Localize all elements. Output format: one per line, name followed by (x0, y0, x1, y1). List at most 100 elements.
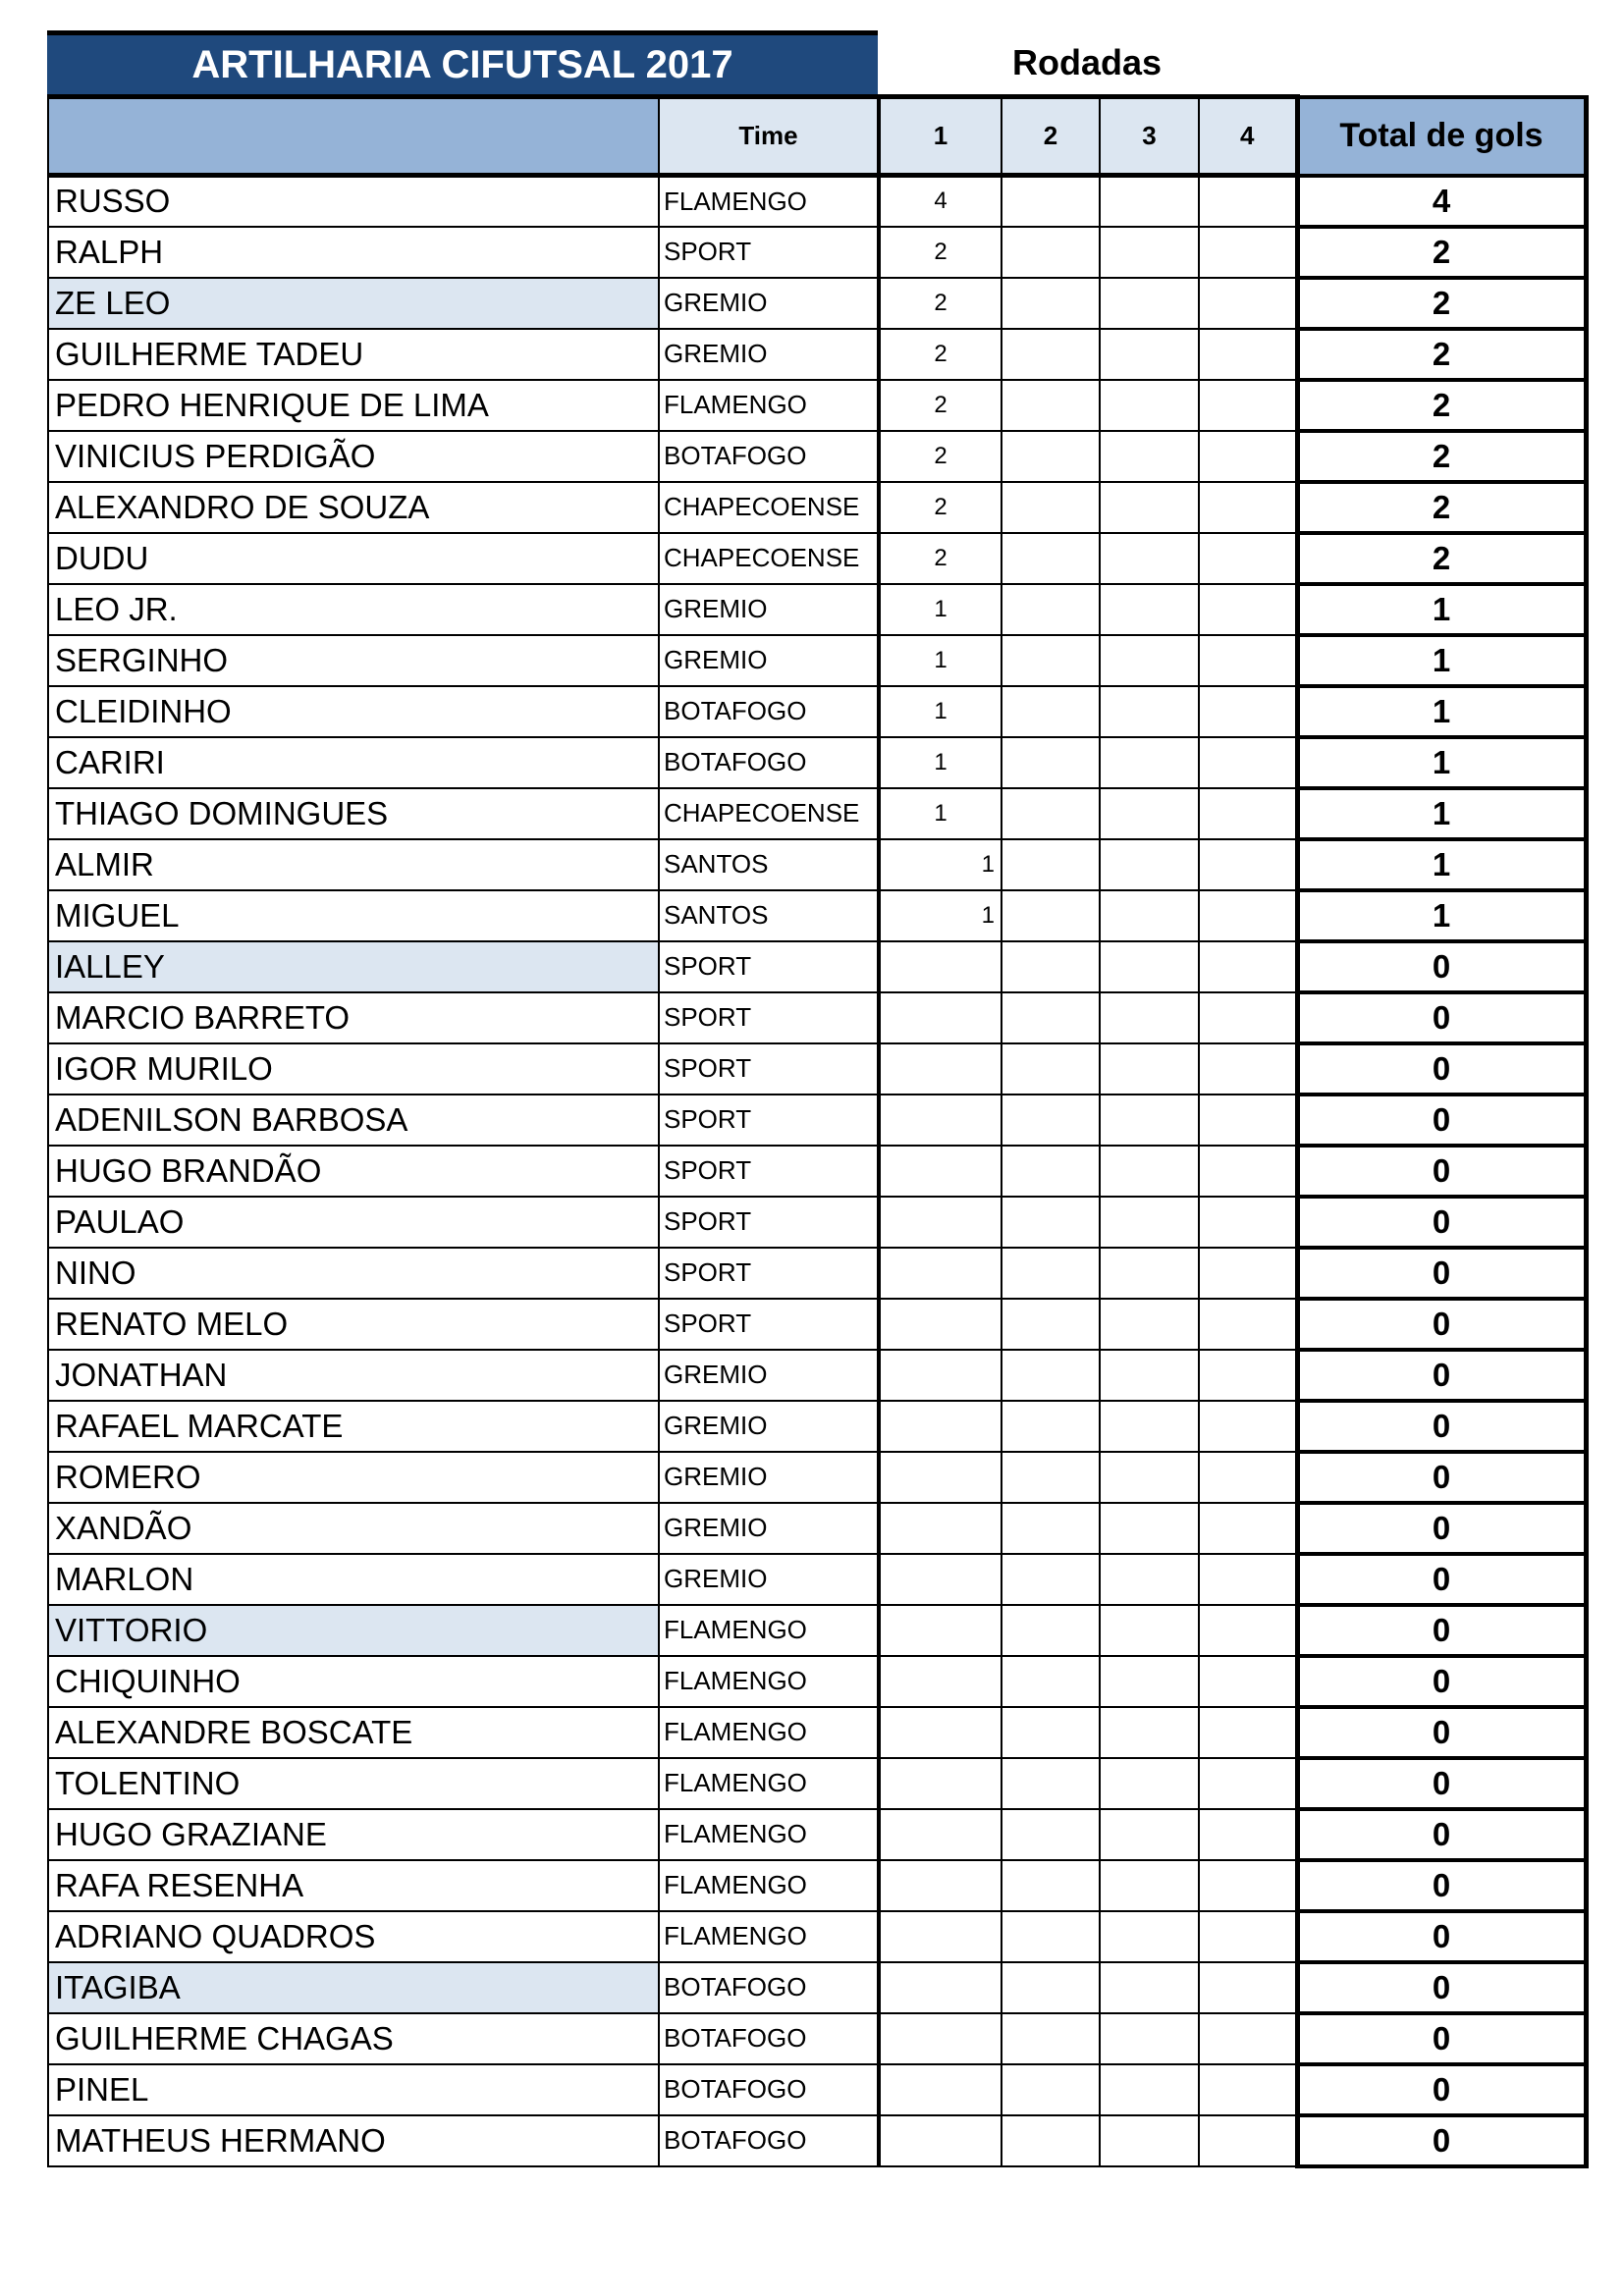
player-name: ADRIANO QUADROS (47, 1909, 660, 1963)
round-4-goals (1198, 531, 1298, 585)
round-4-goals (1198, 1654, 1298, 1708)
round-2-goals (1001, 1960, 1101, 2014)
round-1-goals: 2 (877, 276, 1002, 330)
table-row: HUGO BRANDÃO SPORT 0 (47, 1143, 1589, 1199)
round-1-goals: 2 (877, 480, 1002, 534)
player-team: CHAPECOENSE (658, 531, 880, 585)
table-row: THIAGO DOMINGUES CHAPECOENSE 1 1 (47, 785, 1589, 841)
round-3-goals (1099, 1450, 1200, 1504)
table-row: RUSSO FLAMENGO 4 4 (47, 173, 1589, 229)
player-name: ADENILSON BARBOSA (47, 1093, 660, 1147)
total-goals: 0 (1294, 1755, 1589, 1811)
player-name: RAFA RESENHA (47, 1858, 660, 1912)
round-2-goals (1001, 1603, 1101, 1657)
player-team: GREMIO (658, 276, 880, 330)
round-3-goals (1099, 1501, 1200, 1555)
player-name: IALLEY (47, 939, 660, 993)
total-goals: 0 (1294, 1806, 1589, 1862)
player-name: CHIQUINHO (47, 1654, 660, 1708)
table-row: VINICIUS PERDIGÃO BOTAFOGO 2 2 (47, 428, 1589, 484)
total-goals: 1 (1294, 683, 1589, 739)
round-2-goals (1001, 531, 1101, 585)
round-2-goals (1001, 1705, 1101, 1759)
round-3-goals (1099, 378, 1200, 432)
round-2-goals (1001, 1246, 1101, 1300)
player-name: MARLON (47, 1552, 660, 1606)
round-2-goals (1001, 1501, 1101, 1555)
player-team: FLAMENGO (658, 1603, 880, 1657)
round-2-goals (1001, 1450, 1101, 1504)
total-goals: 0 (1294, 1245, 1589, 1301)
total-goals: 0 (1294, 1449, 1589, 1505)
round-4-goals (1198, 2113, 1298, 2167)
total-goals: 0 (1294, 1194, 1589, 1250)
round-3-goals (1099, 1144, 1200, 1198)
round-4-goals (1198, 1552, 1298, 1606)
player-name: ROMERO (47, 1450, 660, 1504)
round-3-goals (1099, 888, 1200, 942)
round-1-goals (877, 1909, 1002, 1963)
round-3-goals (1099, 1399, 1200, 1453)
player-name: THIAGO DOMINGUES (47, 786, 660, 840)
table-row: PEDRO HENRIQUE DE LIMA FLAMENGO 2 2 (47, 377, 1589, 433)
round-1-goals (877, 1246, 1002, 1300)
player-team: GREMIO (658, 633, 880, 687)
total-goals: 0 (1294, 1551, 1589, 1607)
round-3-goals (1099, 1093, 1200, 1147)
total-goals: 1 (1294, 581, 1589, 637)
table-row: JONATHAN GREMIO 0 (47, 1347, 1589, 1403)
player-name: ITAGIBA (47, 1960, 660, 2014)
round-2-goals (1001, 1654, 1101, 1708)
round-3-goals (1099, 633, 1200, 687)
round-4-goals (1198, 174, 1298, 228)
round-1-goals: 4 (877, 174, 1002, 228)
player-team: SANTOS (658, 888, 880, 942)
round-4-goals (1198, 1960, 1298, 2014)
player-team: BOTAFOGO (658, 2113, 880, 2167)
round-1-goals (877, 1960, 1002, 2014)
table-row: ZE LEO GREMIO 2 2 (47, 275, 1589, 331)
round-1-goals (877, 1041, 1002, 1095)
round-1-goals: 1 (877, 888, 1002, 942)
round-3-goals (1099, 429, 1200, 483)
header-round-4: 4 (1198, 94, 1298, 178)
table-row: XANDÃO GREMIO 0 (47, 1500, 1589, 1556)
player-name: GUILHERME TADEU (47, 327, 660, 381)
total-goals: 0 (1294, 1143, 1589, 1199)
player-team: FLAMENGO (658, 1654, 880, 1708)
header-round-3: 3 (1099, 94, 1200, 178)
total-goals: 2 (1294, 275, 1589, 331)
round-2-goals (1001, 1348, 1101, 1402)
table-row: PAULAO SPORT 0 (47, 1194, 1589, 1250)
round-4-goals (1198, 582, 1298, 636)
round-3-goals (1099, 1909, 1200, 1963)
round-1-goals (877, 1195, 1002, 1249)
round-3-goals (1099, 2113, 1200, 2167)
round-3-goals (1099, 1603, 1200, 1657)
total-goals: 0 (1294, 1857, 1589, 1913)
table-row: GUILHERME TADEU GREMIO 2 2 (47, 326, 1589, 382)
round-4-goals (1198, 1909, 1298, 1963)
player-team: SPORT (658, 1297, 880, 1351)
round-4-goals (1198, 735, 1298, 789)
round-2-goals (1001, 939, 1101, 993)
round-1-goals (877, 1450, 1002, 1504)
total-goals: 2 (1294, 224, 1589, 280)
player-team: SPORT (658, 1144, 880, 1198)
table-row: HUGO GRAZIANE FLAMENGO 0 (47, 1806, 1589, 1862)
round-2-goals (1001, 684, 1101, 738)
header-name (47, 94, 660, 178)
player-name: ALEXANDRO DE SOUZA (47, 480, 660, 534)
table-row: GUILHERME CHAGAS BOTAFOGO 0 (47, 2010, 1589, 2066)
round-3-goals (1099, 1807, 1200, 1861)
round-2-goals (1001, 1093, 1101, 1147)
table-row: VITTORIO FLAMENGO 0 (47, 1602, 1589, 1658)
round-3-goals (1099, 174, 1200, 228)
player-team: BOTAFOGO (658, 684, 880, 738)
total-goals: 1 (1294, 632, 1589, 688)
round-3-goals (1099, 1756, 1200, 1810)
round-2-goals (1001, 990, 1101, 1044)
round-4-goals (1198, 327, 1298, 381)
round-1-goals (877, 1144, 1002, 1198)
round-1-goals: 1 (877, 837, 1002, 891)
